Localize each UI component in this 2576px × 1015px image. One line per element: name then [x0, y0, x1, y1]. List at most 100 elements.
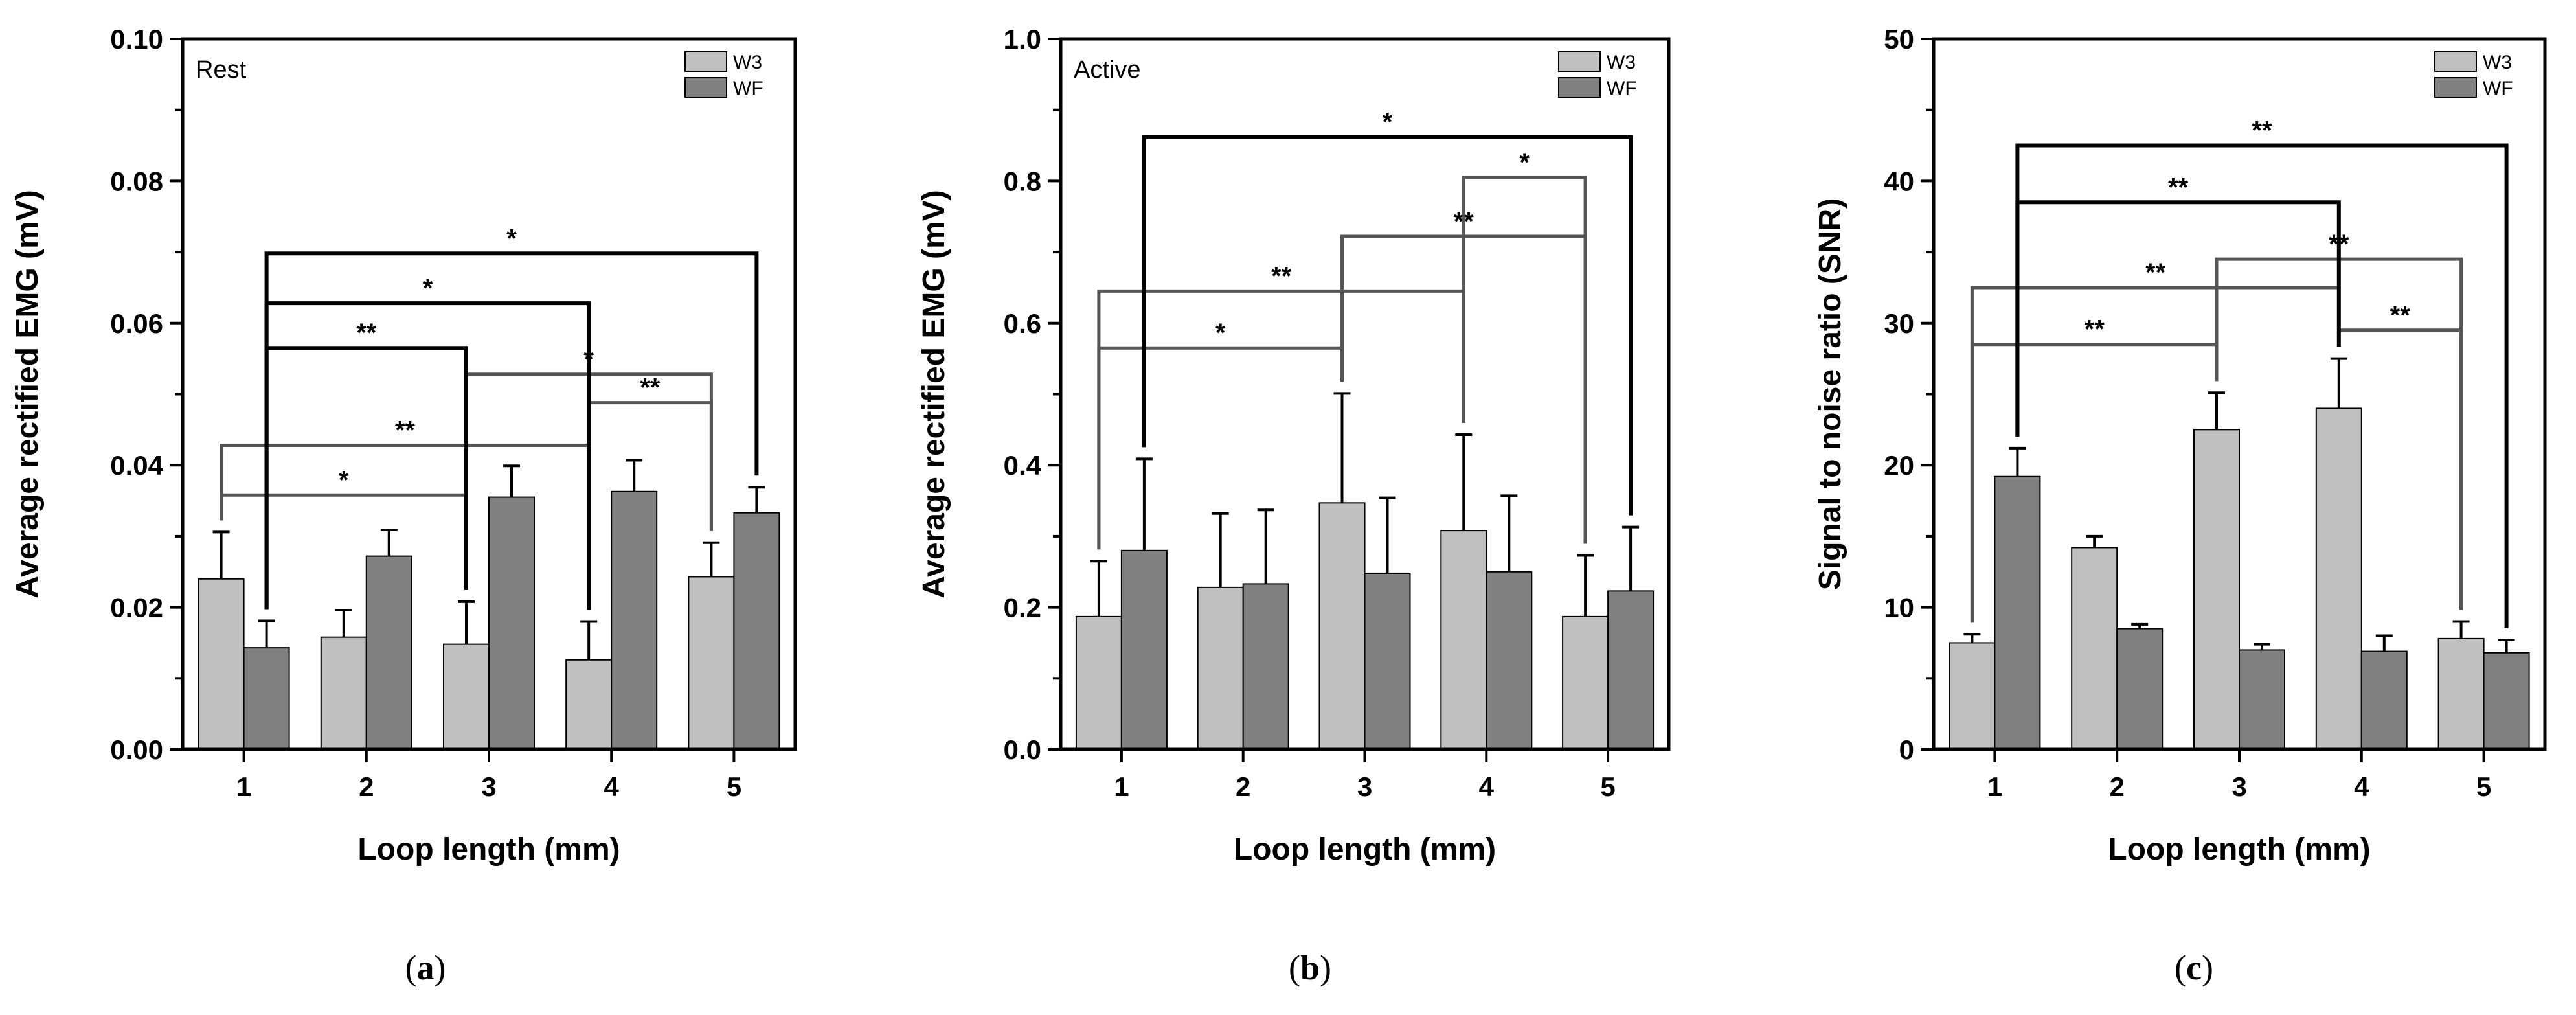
legend-swatch-w3 [2434, 51, 2477, 72]
x-axis-title: Loop length (mm) [2108, 832, 2370, 867]
x-tick-label: 2 [359, 771, 374, 802]
significance-bracket-2 [1097, 289, 1465, 550]
legend-label-wf: WF [1607, 78, 1637, 99]
bar-wf-2 [365, 555, 412, 751]
y-tick-label: 10 [1884, 593, 1914, 623]
x-tick-label: 1 [1114, 771, 1129, 802]
significance-label-7: * [506, 224, 517, 253]
bar-wf-5 [1607, 590, 1655, 751]
bar-w3-3 [1318, 502, 1366, 750]
bar-w3-1 [1949, 642, 1996, 751]
significance-label-2: ** [1271, 262, 1292, 290]
x-tick-label: 1 [236, 771, 251, 802]
panel-inset-label: Active [1074, 56, 1140, 84]
significance-bracket-1 [220, 493, 468, 590]
bar-wf-4 [2360, 650, 2408, 751]
legend-swatch-wf [2434, 77, 2477, 98]
significance-label-4: * [1519, 148, 1530, 177]
legend-label-w3: W3 [2483, 52, 2512, 73]
y-tick-label: 0 [1899, 735, 1914, 765]
x-tick-label: 5 [1600, 771, 1615, 802]
bar-w3-5 [2437, 637, 2485, 750]
significance-label-6: * [423, 274, 433, 302]
panel-label: (b) [1289, 948, 1331, 987]
significance-bracket-5 [2015, 200, 2341, 437]
significance-label-3: ** [2390, 301, 2411, 330]
significance-bracket-7 [264, 251, 759, 610]
legend-label-wf: WF [733, 78, 763, 99]
y-tick-label: 30 [1884, 308, 1914, 339]
x-tick-label: 4 [2354, 771, 2369, 802]
panel-label: (a) [405, 948, 446, 987]
significance-label-6: ** [2252, 117, 2272, 145]
x-tick-label: 5 [727, 771, 741, 802]
x-tick-label: 5 [2476, 771, 2491, 802]
y-tick-label: 0.2 [1004, 593, 1041, 623]
bar-w3-2 [2071, 547, 2118, 751]
y-axis-title: Signal to noise ratio (SNR) [1813, 198, 1847, 590]
legend-swatch-w3 [1558, 51, 1601, 72]
bar-wf-1 [1120, 549, 1168, 751]
bar-w3-1 [198, 578, 245, 750]
y-tick-label: 0.10 [110, 24, 163, 54]
y-tick-label: 1.0 [1004, 24, 1041, 54]
y-tick-label: 0.00 [110, 735, 163, 765]
y-tick-label: 0.02 [110, 593, 163, 623]
bar-w3-3 [2193, 429, 2240, 750]
panel-label: (c) [2175, 948, 2213, 987]
significance-label-2: ** [2145, 258, 2166, 287]
y-tick-label: 0.8 [1004, 166, 1041, 196]
y-axis-title: Average rectified EMG (mV) [917, 190, 951, 598]
bar-wf-4 [611, 490, 658, 750]
y-tick-label: 0.0 [1004, 735, 1041, 765]
y-tick-label: 50 [1884, 24, 1914, 54]
y-axis-title: Average rectified EMG (mV) [10, 190, 45, 598]
significance-label-1: * [1215, 319, 1226, 347]
bar-w3-2 [1197, 586, 1244, 750]
y-tick-label: 0.06 [110, 308, 163, 339]
significance-label-5: * [1383, 108, 1393, 136]
bar-w3-4 [565, 659, 613, 751]
significance-label-4: ** [640, 374, 661, 402]
legend-label-wf: WF [2483, 78, 2513, 99]
bar-wf-3 [1364, 572, 1411, 750]
bar-w3-2 [320, 636, 367, 751]
x-tick-label: 2 [1236, 771, 1250, 802]
bar-w3-5 [688, 576, 735, 751]
bar-wf-1 [1994, 475, 2041, 750]
significance-label-2: ** [395, 416, 416, 444]
legend-swatch-wf [1558, 77, 1601, 98]
bar-w3-4 [1440, 530, 1487, 751]
bar-wf-5 [2483, 652, 2530, 750]
y-tick-label: 0.4 [1004, 450, 1042, 481]
legend-swatch-wf [684, 77, 727, 98]
x-axis-title: Loop length (mm) [1234, 832, 1496, 867]
bar-wf-2 [1242, 583, 1289, 750]
x-tick-label: 1 [1987, 771, 2002, 802]
bar-wf-2 [2116, 628, 2164, 751]
significance-bracket-4 [1462, 176, 1587, 544]
bar-wf-3 [2239, 649, 2285, 750]
bar-w3-4 [2315, 407, 2362, 750]
legend-swatch-w3 [684, 51, 727, 72]
panel-inset-label: Rest [196, 56, 247, 84]
significance-label-5: ** [2168, 173, 2189, 201]
bar-w3-3 [443, 643, 490, 750]
y-tick-label: 0.6 [1004, 308, 1041, 339]
significance-bracket-5 [1142, 135, 1633, 516]
bar-w3-5 [1562, 615, 1609, 751]
bar-wf-3 [488, 496, 535, 750]
y-tick-label: 0.04 [110, 450, 163, 481]
bar-wf-4 [1486, 571, 1533, 750]
bar-wf-5 [733, 512, 780, 750]
x-tick-label: 3 [2231, 771, 2246, 802]
y-tick-label: 0.08 [110, 166, 163, 196]
significance-label-1: * [339, 466, 349, 494]
x-tick-label: 3 [1357, 771, 1372, 802]
x-tick-label: 4 [1479, 771, 1495, 802]
legend-label-w3: W3 [1607, 52, 1636, 73]
